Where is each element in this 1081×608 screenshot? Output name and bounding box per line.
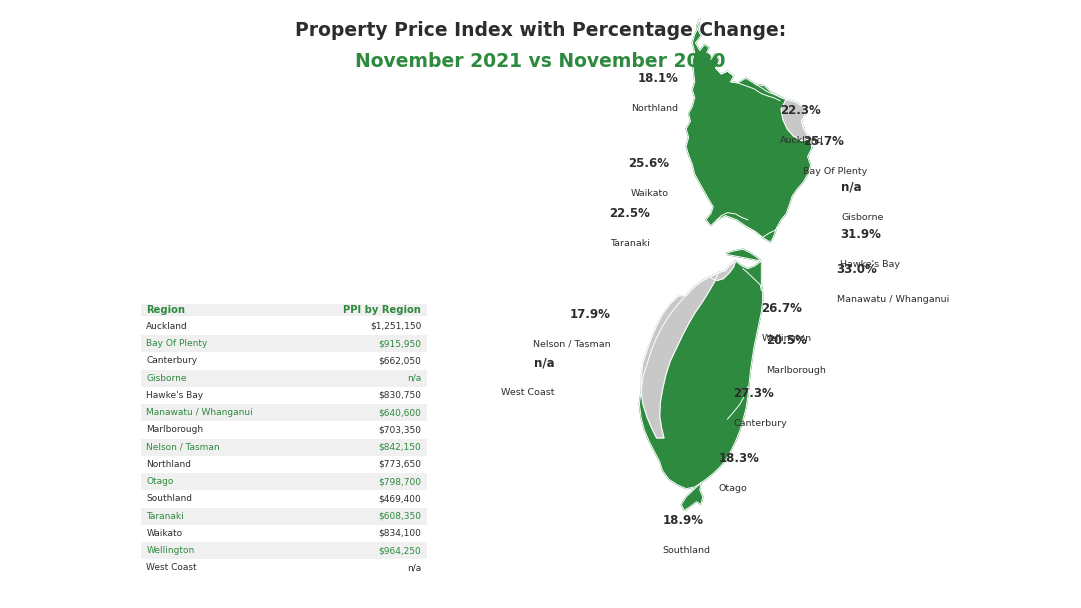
Text: Taranaki: Taranaki bbox=[146, 512, 184, 520]
Polygon shape bbox=[639, 249, 762, 511]
Text: Manawatu / Whanganui: Manawatu / Whanganui bbox=[837, 295, 949, 304]
Text: Marlborough: Marlborough bbox=[146, 426, 203, 435]
Text: Property prices: Property prices bbox=[231, 81, 352, 95]
Text: Canterbury: Canterbury bbox=[146, 356, 198, 365]
Text: Hawke's Bay: Hawke's Bay bbox=[146, 391, 203, 400]
Text: 27.3%: 27.3% bbox=[734, 387, 774, 400]
Polygon shape bbox=[711, 261, 735, 280]
Text: Bay Of Plenty: Bay Of Plenty bbox=[146, 339, 208, 348]
Text: Otago: Otago bbox=[718, 484, 747, 493]
Text: Wellington: Wellington bbox=[146, 546, 195, 555]
Text: $1,251,150: $1,251,150 bbox=[370, 322, 422, 331]
Text: Southland: Southland bbox=[146, 494, 192, 503]
Text: Gisborne: Gisborne bbox=[146, 374, 187, 382]
Text: $608,350: $608,350 bbox=[378, 512, 422, 520]
Text: 18.1%: 18.1% bbox=[638, 72, 678, 85]
Text: n/a: n/a bbox=[408, 564, 422, 572]
FancyBboxPatch shape bbox=[141, 370, 427, 387]
Text: 22.5%: 22.5% bbox=[610, 207, 651, 220]
Text: Wellington: Wellington bbox=[761, 334, 812, 342]
Text: 25.7%: 25.7% bbox=[803, 135, 844, 148]
FancyBboxPatch shape bbox=[141, 542, 427, 559]
Text: 26.7%: 26.7% bbox=[761, 302, 802, 315]
Text: 17.9%: 17.9% bbox=[570, 308, 611, 320]
Text: (percentage change): (percentage change) bbox=[230, 137, 353, 150]
Text: Property Price Index with Percentage Change:: Property Price Index with Percentage Cha… bbox=[295, 21, 786, 40]
Text: Canterbury: Canterbury bbox=[734, 419, 787, 428]
Text: $469,400: $469,400 bbox=[378, 494, 422, 503]
Text: in New Zealand: in New Zealand bbox=[231, 109, 352, 123]
Text: Marlborough: Marlborough bbox=[766, 366, 826, 375]
FancyBboxPatch shape bbox=[141, 473, 427, 490]
Text: November 2021 vs November 2020: November 2021 vs November 2020 bbox=[356, 52, 725, 71]
Text: Auckland: Auckland bbox=[146, 322, 188, 331]
Text: Nelson / Tasman: Nelson / Tasman bbox=[146, 443, 219, 452]
Text: $830,750: $830,750 bbox=[378, 391, 422, 400]
Text: 33.0%: 33.0% bbox=[837, 263, 878, 277]
Text: Waikato: Waikato bbox=[631, 189, 669, 198]
Text: 18.3%: 18.3% bbox=[718, 452, 759, 465]
Text: $834,100: $834,100 bbox=[378, 529, 422, 538]
Text: Auckland: Auckland bbox=[779, 136, 824, 145]
Text: n/a: n/a bbox=[534, 356, 555, 370]
Text: $798,700: $798,700 bbox=[378, 477, 422, 486]
Text: Bay Of Plenty: Bay Of Plenty bbox=[803, 167, 867, 176]
Text: $703,350: $703,350 bbox=[378, 426, 422, 435]
Text: Region: Region bbox=[146, 305, 185, 315]
FancyBboxPatch shape bbox=[141, 508, 427, 525]
FancyBboxPatch shape bbox=[141, 438, 427, 456]
Text: $773,650: $773,650 bbox=[378, 460, 422, 469]
Text: PPI by Region: PPI by Region bbox=[344, 305, 422, 315]
Polygon shape bbox=[782, 100, 810, 140]
Text: $640,600: $640,600 bbox=[378, 408, 422, 417]
Text: $915,950: $915,950 bbox=[378, 339, 422, 348]
Text: Southland: Southland bbox=[663, 546, 711, 555]
Text: excl. Auckland: excl. Auckland bbox=[241, 205, 343, 218]
Text: 22.7%: 22.7% bbox=[239, 164, 345, 193]
Text: Northland: Northland bbox=[146, 460, 191, 469]
FancyBboxPatch shape bbox=[141, 404, 427, 421]
Text: Nelson / Tasman: Nelson / Tasman bbox=[533, 339, 611, 348]
Text: Waikato: Waikato bbox=[146, 529, 183, 538]
FancyBboxPatch shape bbox=[141, 304, 427, 316]
Text: 22.3%: 22.3% bbox=[779, 104, 820, 117]
Text: Gisborne: Gisborne bbox=[841, 213, 884, 222]
Text: West Coast: West Coast bbox=[502, 389, 555, 398]
Text: Hawke's Bay: Hawke's Bay bbox=[840, 260, 900, 269]
Text: $842,150: $842,150 bbox=[378, 443, 422, 452]
Text: Otago: Otago bbox=[146, 477, 174, 486]
Polygon shape bbox=[641, 273, 718, 438]
Text: 26.0%: 26.0% bbox=[239, 238, 345, 268]
Text: 18.9%: 18.9% bbox=[663, 514, 704, 527]
Text: $662,050: $662,050 bbox=[378, 356, 422, 365]
Text: n/a: n/a bbox=[408, 374, 422, 382]
Text: 25.6%: 25.6% bbox=[628, 157, 669, 170]
Polygon shape bbox=[686, 18, 812, 242]
Text: Manawatu / Whanganui: Manawatu / Whanganui bbox=[146, 408, 253, 417]
Text: Taranaki: Taranaki bbox=[611, 239, 651, 248]
Text: $964,250: $964,250 bbox=[378, 546, 422, 555]
Text: West Coast: West Coast bbox=[146, 564, 197, 572]
Text: Northland: Northland bbox=[631, 103, 678, 112]
Text: 31.9%: 31.9% bbox=[840, 228, 881, 241]
Text: n/a: n/a bbox=[841, 181, 862, 194]
FancyBboxPatch shape bbox=[141, 335, 427, 352]
Text: 20.5%: 20.5% bbox=[766, 334, 808, 347]
